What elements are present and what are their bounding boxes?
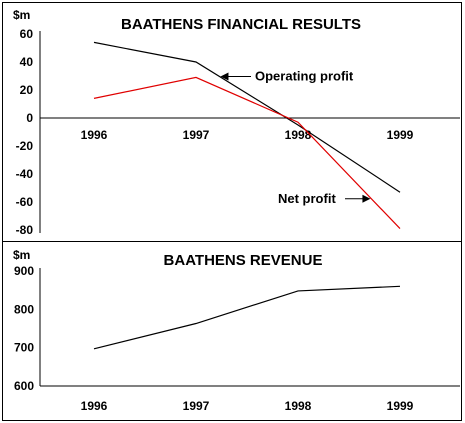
revenue-line	[93, 285, 401, 350]
chart1-x-tick: 1996	[81, 128, 108, 142]
chart1-series	[93, 41, 401, 230]
net-profit-label: Net profit	[278, 191, 336, 206]
chart1-y-tick: 20	[20, 83, 34, 97]
chart1-y-tick: -40	[16, 167, 34, 181]
chart1-y-tick: 0	[26, 111, 33, 125]
financial-results-chart: BAATHENS FINANCIAL RESULTS $m 60 40 20 0 -20…	[13, 8, 460, 237]
chart1-title: BAATHENS FINANCIAL RESULTS	[121, 16, 361, 33]
operating-profit-arrowhead	[220, 72, 229, 81]
operating-profit-line	[93, 41, 401, 193]
chart1-x-tick: 1999	[387, 128, 414, 142]
chart1-y-unit: $m	[13, 8, 30, 22]
chart2-x-tick: 1997	[183, 399, 210, 413]
net-profit-arrowhead	[362, 194, 371, 203]
chart1-x-tick: 1998	[285, 128, 312, 142]
chart2-y-ticks: 900 800 700 600	[14, 264, 34, 393]
chart2-y-tick: 700	[14, 341, 34, 355]
chart2-x-tick: 1996	[81, 399, 108, 413]
chart2-x-tick: 1999	[387, 399, 414, 413]
figure-frame	[2, 2, 462, 421]
chart1-y-tick: 60	[20, 27, 34, 41]
chart1-y-tick: -80	[16, 223, 34, 237]
chart2-x-tick: 1998	[285, 399, 312, 413]
chart2-y-tick: 600	[14, 379, 34, 393]
chart2-y-tick: 800	[14, 302, 34, 316]
chart2-y-tick: 900	[14, 264, 34, 278]
operating-profit-label: Operating profit	[255, 68, 354, 83]
chart2-title: BAATHENS REVENUE	[164, 252, 323, 269]
chart2-series	[93, 285, 401, 350]
chart1-x-ticks: 1996 1997 1998 1999	[81, 128, 414, 142]
chart1-y-tick: -20	[16, 139, 34, 153]
chart1-annotations: Operating profit Net profit	[220, 68, 371, 206]
chart1-y-tick: -60	[16, 195, 34, 209]
chart1-y-tick: 40	[20, 55, 34, 69]
net-profit-line	[93, 76, 401, 230]
chart1-y-ticks: 60 40 20 0 -20 -40 -60 -80	[16, 27, 34, 237]
chart2-y-unit: $m	[13, 248, 30, 262]
chart1-x-tick: 1997	[183, 128, 210, 142]
chart2-x-ticks: 1996 1997 1998 1999	[81, 399, 414, 413]
